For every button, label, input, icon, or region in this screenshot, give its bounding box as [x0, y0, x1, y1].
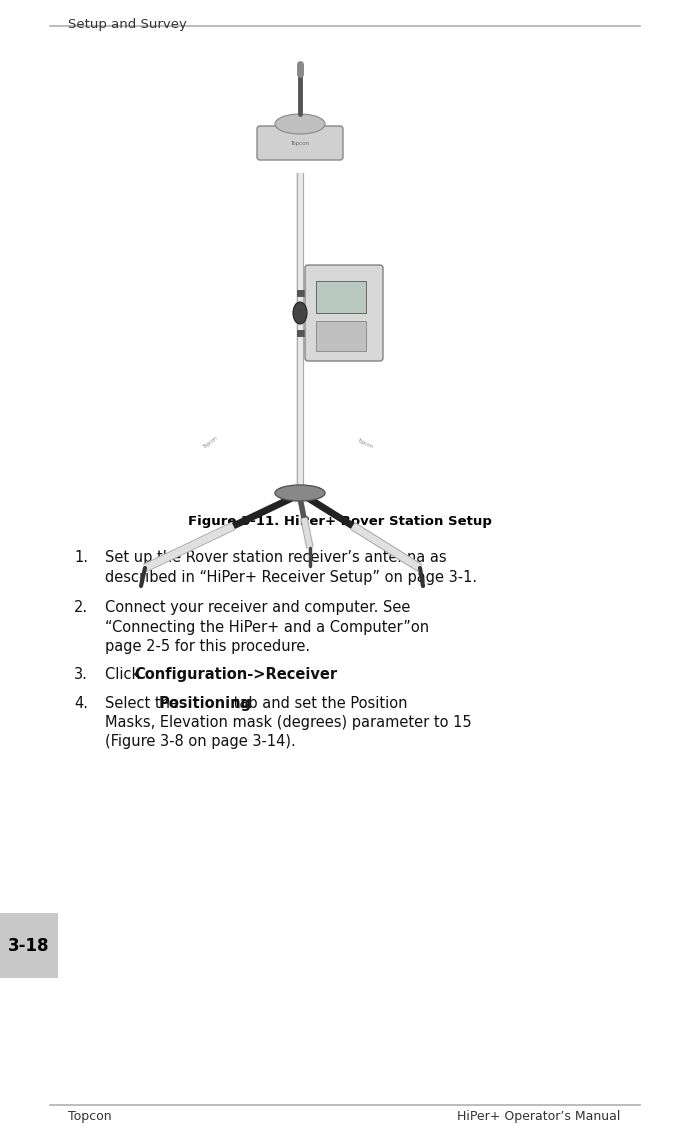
- Bar: [316, 281, 366, 313]
- Text: Topcon: Topcon: [68, 1110, 112, 1123]
- Text: (Figure 3-8 on page 3-14).: (Figure 3-8 on page 3-14).: [105, 734, 296, 749]
- Bar: [316, 321, 366, 351]
- Text: Connect your receiver and computer. See
“Connecting the HiPer+ and a Computer”on: Connect your receiver and computer. See …: [105, 600, 429, 654]
- FancyBboxPatch shape: [257, 126, 343, 160]
- Text: Click: Click: [105, 667, 145, 682]
- Bar: [0, 913, 58, 978]
- Text: 3.: 3.: [74, 667, 88, 682]
- Text: Topcon: Topcon: [202, 436, 218, 450]
- Text: Figure 3-11. HiPer+ Rover Station Setup: Figure 3-11. HiPer+ Rover Station Setup: [188, 516, 492, 528]
- FancyBboxPatch shape: [305, 265, 383, 361]
- Text: Select the: Select the: [105, 696, 184, 712]
- Text: Topcon: Topcon: [356, 437, 374, 449]
- Ellipse shape: [275, 485, 325, 501]
- Text: Topcon: Topcon: [290, 140, 309, 145]
- Text: 3-18: 3-18: [8, 937, 50, 955]
- Text: 4.: 4.: [74, 696, 88, 712]
- Text: 1.: 1.: [74, 550, 88, 565]
- Text: tab and set the Position: tab and set the Position: [229, 696, 407, 712]
- Text: Setup and Survey: Setup and Survey: [68, 18, 187, 31]
- Ellipse shape: [275, 114, 325, 134]
- Text: Masks, Elevation mask (degrees) parameter to 15: Masks, Elevation mask (degrees) paramete…: [105, 715, 472, 730]
- Text: Positioning: Positioning: [159, 696, 252, 712]
- Text: HiPer+ Operator’s Manual: HiPer+ Operator’s Manual: [457, 1110, 620, 1123]
- Text: Configuration->Receiver: Configuration->Receiver: [134, 667, 337, 682]
- Text: .: .: [282, 667, 287, 682]
- Text: 2.: 2.: [74, 600, 88, 615]
- Ellipse shape: [293, 303, 307, 324]
- Text: Set up the Rover station receiver’s antenna as
described in “HiPer+ Receiver Set: Set up the Rover station receiver’s ante…: [105, 550, 477, 585]
